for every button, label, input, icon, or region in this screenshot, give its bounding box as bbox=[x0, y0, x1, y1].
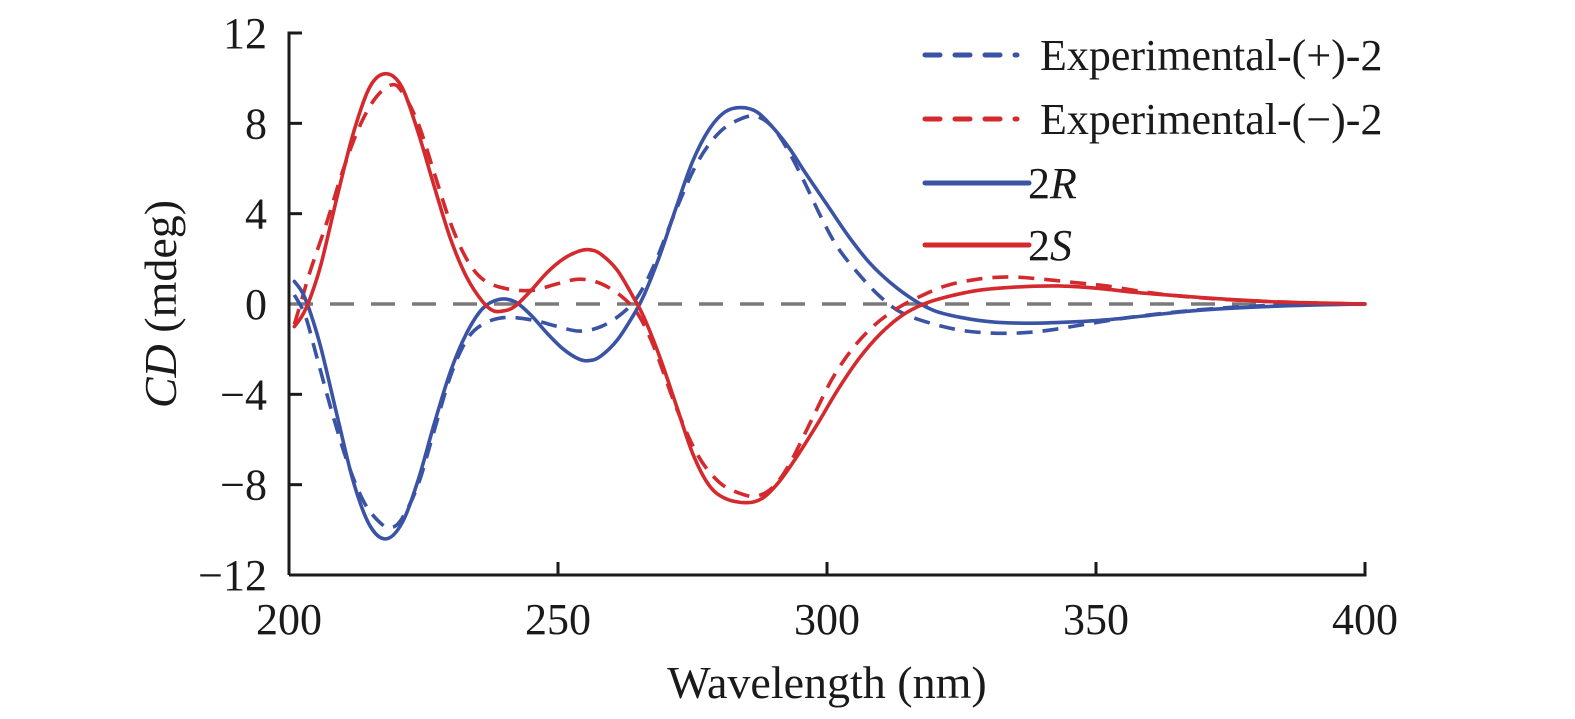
x-axis-line bbox=[289, 563, 1367, 577]
y-axis-title-italic: CD bbox=[135, 344, 186, 408]
y-tick-label: 0 bbox=[245, 280, 267, 329]
x-axis-title: Wavelength (nm) bbox=[667, 657, 986, 708]
y-tick-label: 4 bbox=[245, 190, 267, 239]
x-tick-label: 300 bbox=[794, 595, 860, 644]
y-axis-title: CD (mdeg) bbox=[135, 200, 186, 408]
x-tick-label: 250 bbox=[525, 595, 591, 644]
axes-layer bbox=[287, 31, 1367, 577]
legend-label: Experimental-(−)-2 bbox=[1040, 95, 1382, 144]
y-tick-label: −12 bbox=[198, 551, 267, 600]
legend-label: 2S bbox=[1028, 221, 1072, 270]
series-line-2r bbox=[292, 105, 1367, 541]
series-line-experimental-2 bbox=[292, 114, 1366, 530]
y-tick-label: 12 bbox=[223, 9, 267, 58]
series-layer bbox=[292, 71, 1367, 541]
x-tick-label: 400 bbox=[1332, 595, 1398, 644]
y-axis-title-unit: (mdeg) bbox=[135, 200, 186, 344]
y-axis-line bbox=[287, 31, 302, 575]
y-tick-label: 8 bbox=[245, 99, 267, 148]
y-tick-label: −4 bbox=[220, 370, 267, 419]
y-tick-label: −8 bbox=[220, 461, 267, 510]
legend-label: 2R bbox=[1028, 159, 1077, 208]
legend-item-2r: 2R bbox=[922, 159, 1077, 208]
legend-label: Experimental-(+)-2 bbox=[1040, 31, 1382, 80]
x-tick-label: 350 bbox=[1063, 595, 1129, 644]
series-line-2s bbox=[292, 71, 1367, 505]
legend-item-experimental-2: Experimental-(+)-2 bbox=[922, 31, 1382, 80]
series-line-experimental-2 bbox=[292, 82, 1366, 499]
legend-item-experimental-2: Experimental-(−)-2 bbox=[922, 95, 1382, 144]
legend: Experimental-(+)-2 Experimental-(−)-2 2R 2S bbox=[922, 31, 1382, 270]
legend-item-2s: 2S bbox=[922, 221, 1072, 270]
x-tick-label: 200 bbox=[256, 595, 322, 644]
